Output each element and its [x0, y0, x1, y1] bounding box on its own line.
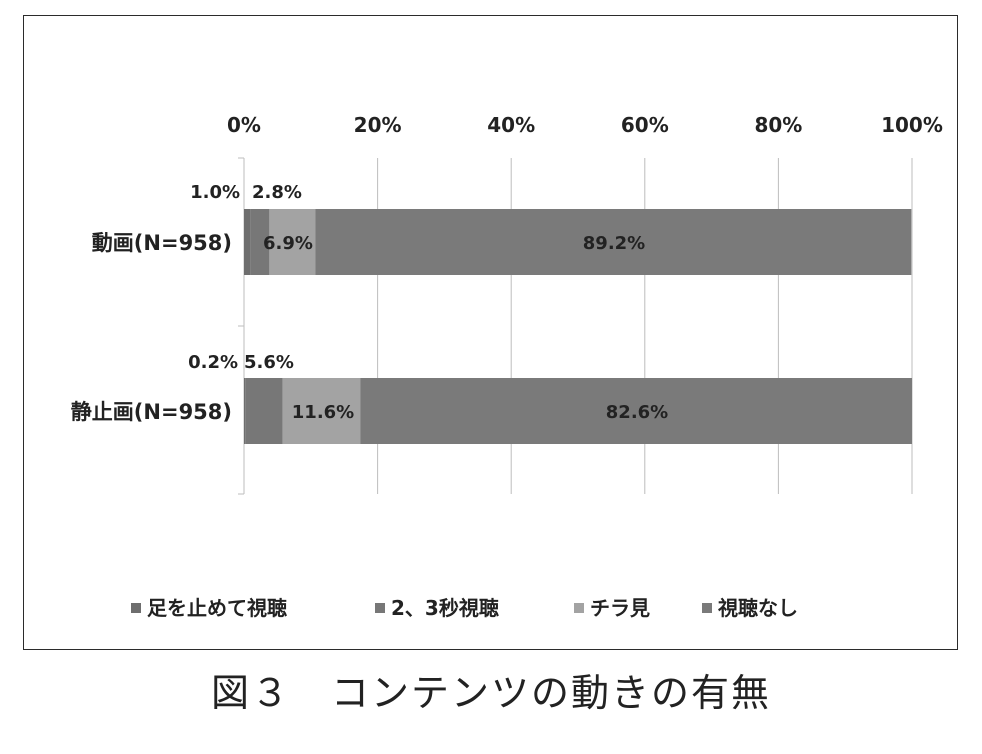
x-tick-label: 0%: [227, 113, 261, 137]
bar-segment: [269, 209, 316, 275]
bar-segment: [244, 209, 251, 275]
bar-segment: [245, 378, 283, 444]
data-label: 0.2%: [188, 352, 238, 373]
bar-segment: [244, 378, 246, 444]
x-tick-label: 100%: [881, 113, 943, 137]
data-label: 82.6%: [606, 402, 668, 423]
category-label: 動画(N=958): [92, 231, 232, 255]
x-tick-label: 60%: [621, 113, 669, 137]
legend-label: チラ見: [590, 596, 650, 620]
bar-segment: [360, 378, 912, 444]
category-label: 静止画(N=958): [71, 400, 232, 424]
bar-segment: [282, 378, 361, 444]
data-label: 2.8%: [252, 182, 302, 203]
figure-caption: 図３ コンテンツの動きの有無: [210, 671, 771, 715]
legend-label: 視聴なし: [717, 596, 798, 620]
chart-frame: [23, 15, 958, 650]
data-label: 89.2%: [583, 233, 645, 254]
legend-label: 足を止めて視聴: [147, 596, 287, 620]
legend-swatch: [702, 603, 712, 613]
x-tick-label: 80%: [754, 113, 802, 137]
bar-segment: [315, 209, 912, 275]
data-label: 1.0%: [190, 182, 240, 203]
legend-swatch: [574, 603, 584, 613]
legend-swatch: [375, 603, 385, 613]
x-tick-label: 40%: [487, 113, 535, 137]
data-label: 11.6%: [292, 402, 354, 423]
legend-label: 2、3秒視聴: [391, 596, 499, 620]
data-label: 5.6%: [244, 352, 294, 373]
x-tick-label: 20%: [354, 113, 402, 137]
data-label: 6.9%: [263, 233, 313, 254]
bar-segment: [250, 209, 270, 275]
legend-swatch: [131, 603, 141, 613]
